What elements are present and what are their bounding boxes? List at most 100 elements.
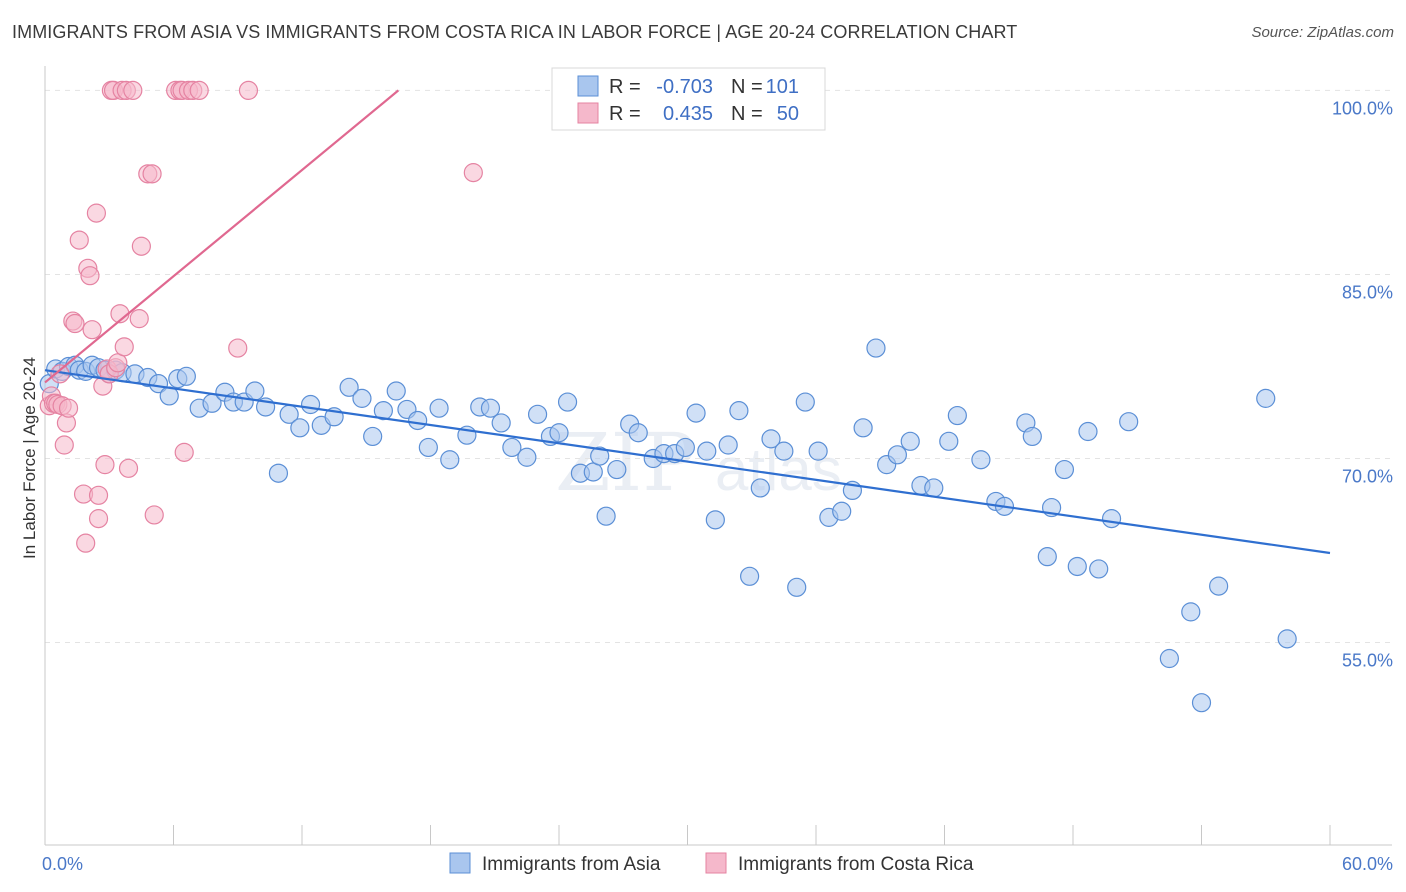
y-axis-title: In Labor Force | Age 20-24 [20, 357, 39, 559]
y-tick-label-3: 100.0% [1332, 98, 1393, 118]
costa-point-9 [58, 398, 79, 418]
trend-lines [44, 89, 1331, 555]
asia-point-48 [527, 404, 548, 424]
asia-point-40 [429, 398, 449, 418]
asia-point-98 [1101, 509, 1122, 529]
costa-point-14 [76, 533, 96, 553]
asia-point-53 [583, 462, 603, 482]
asia-point-46 [502, 437, 522, 458]
asia-point-68 [740, 566, 760, 586]
asia-point-79 [866, 338, 886, 358]
asia-point-63 [686, 403, 706, 423]
legend-r-label-asia: R = [609, 76, 641, 98]
series-legend: Immigrants from Asia Immigrants from Cost… [449, 852, 974, 875]
y-tick-label-1: 70.0% [1342, 467, 1393, 487]
chart-title: IMMIGRANTS FROM ASIA VS IMMIGRANTS FROM … [12, 22, 1018, 42]
asia-point-84 [924, 478, 944, 498]
y-tick-label-2: 85.0% [1342, 282, 1393, 302]
asia-point-81 [887, 445, 907, 465]
costa-point-20 [88, 485, 109, 505]
costa-point-39 [144, 505, 164, 525]
asia-point-69 [750, 478, 770, 498]
costa-point-49 [463, 163, 483, 183]
costa-point-46 [189, 80, 209, 101]
legend-n-label-asia: N = [731, 76, 763, 98]
asia-point-78 [853, 418, 873, 438]
y-tick-labels: 55.0% 70.0% 85.0% 100.0% [1332, 98, 1393, 670]
costa-point-18 [86, 203, 107, 223]
legend-r-value-asia: -0.703 [656, 76, 713, 98]
asia-point-76 [832, 501, 852, 521]
asia-point-45 [491, 413, 511, 433]
asia-point-94 [1054, 459, 1075, 480]
costa-point-36 [131, 236, 151, 256]
asia-point-54 [590, 446, 610, 466]
costa-point-38 [142, 164, 162, 184]
asia-point-103 [1209, 576, 1229, 596]
legend-n-label-costa: N = [731, 103, 763, 125]
costa-point-47 [228, 338, 248, 358]
legend-swatch-costa [577, 102, 599, 124]
asia-point-51 [557, 392, 578, 412]
legend-swatch-asia [577, 75, 599, 97]
asia-point-100 [1159, 648, 1179, 669]
chart-source: Source: ZipAtlas.com [1251, 24, 1394, 41]
asia-point-72 [787, 577, 807, 597]
costa-point-28 [108, 353, 128, 373]
asia-point-56 [607, 459, 627, 480]
series-asia-points [39, 338, 1297, 713]
asia-point-38 [408, 410, 428, 431]
asia-point-55 [596, 506, 616, 526]
asia-point-92 [1037, 547, 1057, 567]
asia-point-47 [517, 447, 537, 467]
costa-point-34 [123, 80, 143, 101]
asia-point-18 [176, 366, 196, 386]
y-tick-label-0: 55.0% [1342, 651, 1393, 671]
asia-point-29 [300, 394, 321, 415]
asia-point-28 [290, 418, 310, 438]
costa-point-35 [129, 309, 149, 329]
costa-point-11 [65, 313, 85, 334]
costa-trend-line [44, 89, 400, 384]
asia-point-64 [697, 441, 717, 461]
asia-point-86 [947, 405, 967, 426]
costa-point-16 [80, 266, 100, 286]
legend-r-value-costa: 0.435 [663, 103, 713, 125]
costa-point-22 [95, 455, 115, 475]
asia-point-33 [352, 388, 372, 408]
costa-point-19 [88, 509, 109, 529]
asia-point-32 [339, 377, 359, 397]
asia-point-91 [1022, 426, 1042, 447]
asia-point-99 [1119, 412, 1139, 432]
asia-point-96 [1078, 421, 1098, 442]
asia-point-67 [729, 401, 749, 421]
axes [44, 66, 1392, 846]
asia-point-58 [628, 423, 648, 443]
costa-point-48 [238, 80, 259, 101]
asia-point-102 [1191, 693, 1212, 713]
bottom-legend-label-costa: Immigrants from Costa Rica [738, 854, 974, 875]
asia-point-50 [549, 423, 569, 443]
asia-point-105 [1277, 629, 1297, 649]
asia-point-41 [440, 450, 460, 470]
bottom-legend-swatch-costa [705, 852, 727, 874]
asia-point-74 [808, 441, 828, 461]
asia-point-101 [1181, 602, 1201, 622]
costa-point-7 [54, 435, 74, 455]
asia-point-97 [1089, 559, 1109, 579]
x-tick-labels: 0.0% 60.0% [42, 854, 1393, 874]
asia-point-44 [480, 398, 501, 418]
asia-point-15 [148, 374, 169, 394]
legend-n-value-costa: 50 [777, 103, 799, 125]
x-tick-label-0: 0.0% [42, 854, 83, 874]
asia-point-36 [386, 381, 406, 401]
legend-n-value-asia: 101 [766, 76, 799, 98]
asia-point-104 [1256, 388, 1276, 408]
asia-point-87 [971, 450, 991, 470]
costa-point-12 [69, 230, 89, 250]
asia-point-66 [718, 435, 738, 455]
asia-point-35 [373, 401, 393, 421]
asia-point-39 [418, 437, 438, 458]
asia-point-26 [268, 463, 289, 483]
